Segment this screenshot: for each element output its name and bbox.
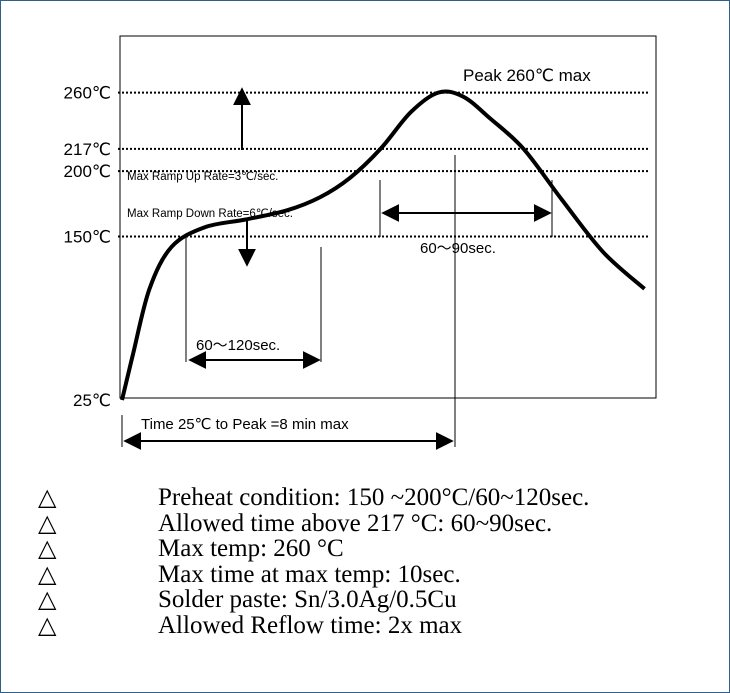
y-tick-label: 25℃ bbox=[73, 391, 111, 410]
triangle-bullet-icon: △ bbox=[38, 483, 57, 511]
condition-text: Max temp: 260 °C bbox=[158, 535, 344, 562]
peak-annotation: Peak 260℃ max bbox=[463, 66, 591, 85]
condition-item: △ Allowed Reflow time: 2x max bbox=[38, 610, 589, 639]
condition-text: Max time at max temp: 10sec. bbox=[158, 560, 461, 588]
condition-item: △ Max temp: 260 °C bbox=[38, 534, 589, 562]
condition-text: Solder paste: Sn/3.0Ag/0.5Cu bbox=[158, 586, 457, 613]
condition-item: △ Allowed time above 217 °C: 60~90sec. bbox=[38, 508, 589, 537]
triangle-bullet-icon: △ bbox=[38, 508, 57, 537]
y-tick-label: 150℃ bbox=[64, 228, 111, 247]
y-tick-label: 217℃ bbox=[64, 140, 111, 159]
total-time-annotation: Time 25℃ to Peak =8 min max bbox=[141, 416, 349, 433]
condition-item: △ Solder paste: Sn/3.0Ag/0.5Cu bbox=[38, 585, 589, 613]
soak-window-annotation: 60～120sec. bbox=[196, 337, 280, 354]
condition-text: Preheat condition: 150 ~200°C/60~120sec. bbox=[158, 484, 590, 511]
triangle-bullet-icon: △ bbox=[38, 585, 57, 613]
triangle-bullet-icon: △ bbox=[38, 534, 57, 562]
plot-area bbox=[119, 35, 657, 399]
condition-item: △ Preheat condition: 150 ~200°C/60~120sec… bbox=[38, 483, 590, 511]
temperature-curve bbox=[120, 89, 646, 401]
above-217-annotation: 60～90sec. bbox=[420, 240, 496, 257]
ramp-down-annotation: Max Ramp Down Rate=6℃/sec. bbox=[127, 208, 293, 220]
ramp-up-annotation: Max Ramp Up Rate=3℃/sec. bbox=[127, 171, 278, 183]
condition-item: △ Max time at max temp: 10sec. bbox=[38, 559, 589, 588]
y-tick-label: 260℃ bbox=[64, 84, 111, 103]
triangle-bullet-icon: △ bbox=[38, 610, 57, 639]
y-tick-label: 200℃ bbox=[64, 162, 111, 181]
condition-text: Allowed time above 217 °C: 60~90sec. bbox=[158, 509, 553, 537]
conditions-list: △ Preheat condition: 150 ~200°C/60~120sec… bbox=[38, 483, 590, 639]
condition-text: Allowed Reflow time: 2x max bbox=[158, 611, 463, 639]
triangle-bullet-icon: △ bbox=[38, 559, 57, 588]
